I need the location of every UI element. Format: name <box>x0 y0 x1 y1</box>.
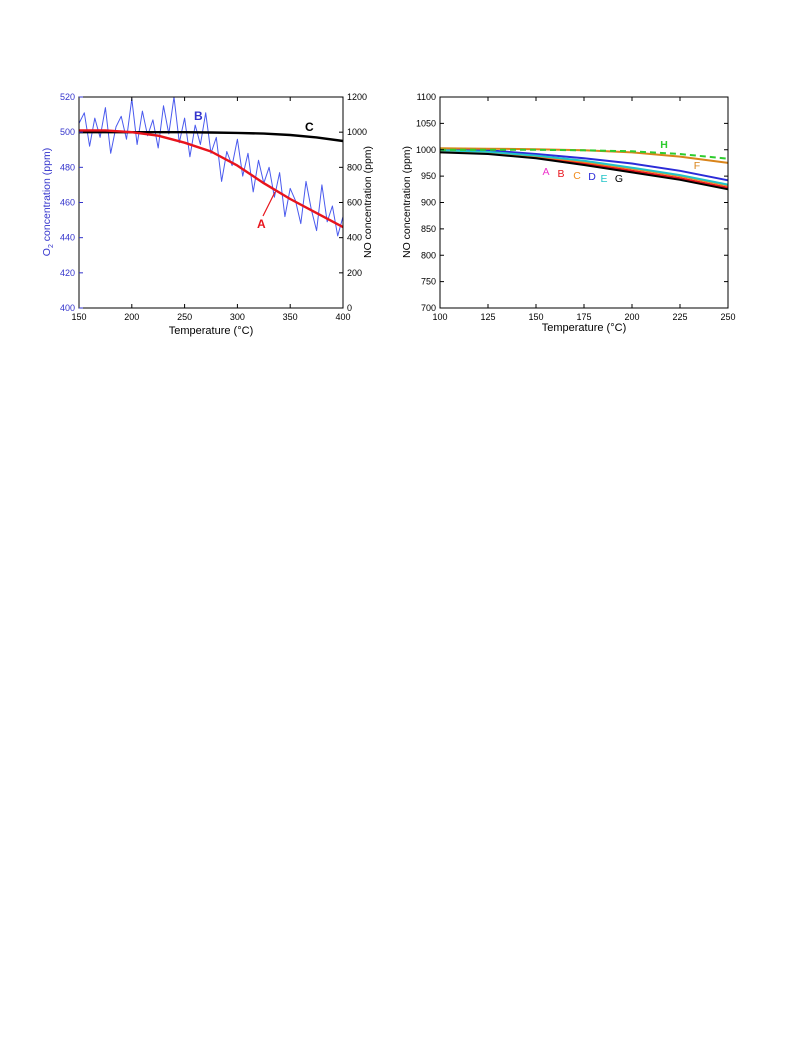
series-line-E <box>439 149 729 186</box>
x-tick-label: 150 <box>71 312 86 322</box>
y-right-tick-label: 600 <box>347 198 362 208</box>
series-label-G: G <box>615 173 623 185</box>
y-tick-label: 700 <box>421 303 436 313</box>
chart-left-ylabel-left: O2 concentration (ppm) <box>41 148 55 256</box>
y-right-tick-label: 200 <box>347 268 362 278</box>
chart-right-plot-frame <box>439 96 729 309</box>
series-line-A <box>79 129 344 229</box>
x-tick-label: 100 <box>432 312 447 322</box>
y-tick-label: 950 <box>421 171 436 181</box>
series-label-E: E <box>600 173 607 185</box>
x-tick-label: 250 <box>177 312 192 322</box>
figure: 150 200 250 300 350 400 400 420 440 460 480 500 520… <box>41 92 736 337</box>
ylabel-left-rest: concentration (ppm) <box>41 148 53 244</box>
chart-left: 150 200 250 300 350 400 400 420 440 460 480 500 520… <box>41 92 374 337</box>
series-label-B: B <box>557 168 564 180</box>
y-left-tick-label: 420 <box>60 268 75 278</box>
y-left-tick-label: 500 <box>60 127 75 137</box>
x-tick-label: 225 <box>672 312 687 322</box>
series-line-G <box>439 151 729 191</box>
y-tick-label: 800 <box>421 250 436 260</box>
y-right-tick-label: 0 <box>347 303 352 313</box>
x-tick-label: 200 <box>624 312 639 322</box>
y-left-tick-label: 400 <box>60 303 75 313</box>
y-tick-label: 900 <box>421 198 436 208</box>
chart-right-xlabel: Temperature (°C) <box>542 322 626 334</box>
y-left-tick-label: 460 <box>60 198 75 208</box>
y-right-tick-label: 1000 <box>347 127 367 137</box>
annotation-label-A: A <box>257 217 266 231</box>
y-right-tick-label: 400 <box>347 233 362 243</box>
x-tick-label: 150 <box>528 312 543 322</box>
y-tick-label: 750 <box>421 277 436 287</box>
series-label-C: C <box>573 170 581 182</box>
series-label-A: A <box>542 166 549 178</box>
annotation-label-C: C <box>305 120 314 134</box>
y-left-tick-label: 480 <box>60 162 75 172</box>
x-tick-label: 200 <box>124 312 139 322</box>
y-left-tick-label: 520 <box>60 92 75 102</box>
chart-right-ylabel: NO concentration (ppm) <box>401 146 413 258</box>
y-tick-label: 1100 <box>417 92 436 102</box>
x-tick-label: 400 <box>335 312 350 322</box>
ylabel-left-main: O <box>41 248 53 256</box>
annotation-label-B: B <box>194 109 203 123</box>
series-label-D: D <box>588 171 596 183</box>
y-tick-label: 1000 <box>416 145 436 155</box>
y-right-tick-label: 800 <box>347 162 362 172</box>
chart-right: 100 125 150 175 200 225 250 700 750 800 850 900 950… <box>401 92 736 334</box>
series-line-C <box>79 130 344 143</box>
series-line-H <box>440 148 729 160</box>
series-line-B <box>78 96 344 237</box>
y-tick-label: 1050 <box>416 118 436 128</box>
x-tick-label: 300 <box>230 312 245 322</box>
y-left-tick-label: 440 <box>60 233 75 243</box>
y-right-tick-label: 1200 <box>347 92 367 102</box>
series-label-F: F <box>694 160 700 172</box>
x-tick-label: 350 <box>283 312 298 322</box>
y-tick-label: 850 <box>421 224 436 234</box>
x-tick-label: 250 <box>720 312 735 322</box>
ylabel-left-subscript: 2 <box>48 244 55 248</box>
x-tick-label: 125 <box>480 312 495 322</box>
chart-left-ylabel-right: NO concentration (ppm) <box>362 146 374 258</box>
series-line-D <box>439 147 729 182</box>
chart-left-xlabel: Temperature (°C) <box>169 325 253 337</box>
series-label-H: H <box>660 139 668 151</box>
annotation-arrow-A <box>262 191 276 217</box>
x-tick-label: 175 <box>576 312 591 322</box>
